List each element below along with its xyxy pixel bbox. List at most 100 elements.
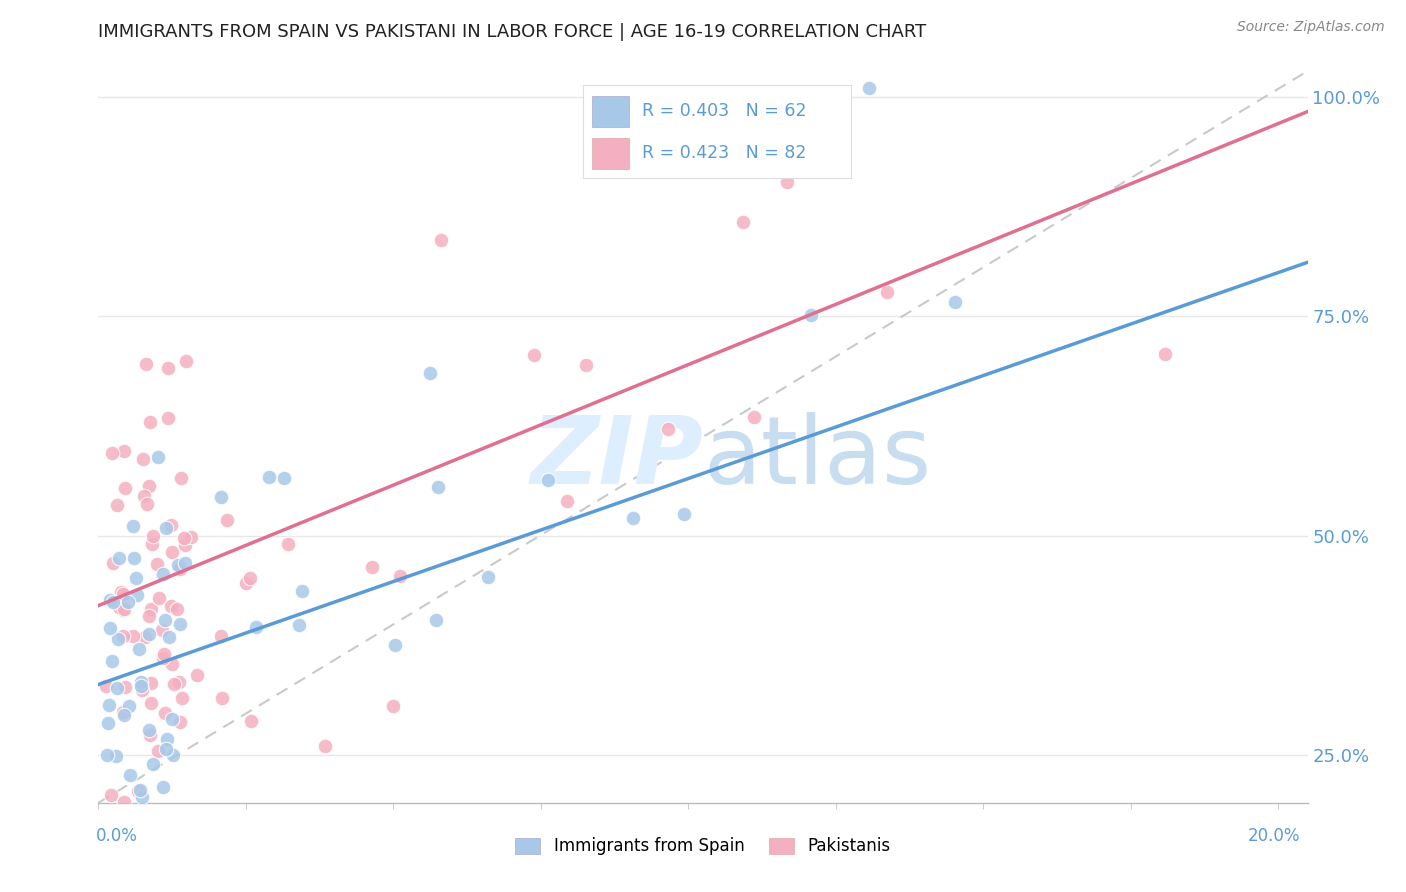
Point (288, 618, 311, 632)
Point (167, 558, 190, 573)
Point (118, 698, 141, 713)
Point (943, 295, 966, 310)
Point (122, 519, 145, 533)
Point (180, 531, 202, 545)
Point (117, 811, 139, 825)
Point (139, 602, 162, 616)
Point (174, 557, 197, 571)
Point (314, 739, 336, 754)
Point (382, 698, 405, 713)
Point (131, 682, 153, 697)
Point (162, 657, 184, 672)
Point (389, 569, 412, 583)
Point (120, 863, 142, 878)
Point (120, 768, 142, 782)
FancyBboxPatch shape (592, 138, 628, 169)
Point (134, 489, 156, 503)
Point (146, 744, 169, 758)
Point (163, 677, 186, 691)
Point (672, 508, 695, 522)
Point (138, 608, 160, 623)
Point (107, 632, 129, 647)
Point (277, 537, 299, 551)
Point (98, 621, 121, 635)
Point (125, 572, 148, 586)
Point (98, 593, 121, 607)
Point (1064, 0, 1087, 6)
Point (172, 691, 194, 706)
Point (94, 679, 117, 693)
Point (97, 716, 120, 731)
Point (148, 591, 170, 605)
Point (134, 630, 156, 644)
Point (209, 629, 232, 643)
Point (131, 452, 153, 467)
Point (169, 562, 191, 576)
Point (384, 639, 406, 653)
Text: ZIP: ZIP (530, 412, 703, 504)
Point (657, 421, 679, 435)
Point (155, 732, 177, 747)
Point (138, 478, 160, 492)
Point (112, 707, 135, 722)
Point (621, 510, 644, 524)
Point (150, 623, 173, 637)
Point (1153, 347, 1175, 361)
Point (211, 690, 233, 705)
Point (112, 602, 135, 616)
Point (141, 537, 163, 551)
Point (96, 747, 118, 762)
Point (235, 575, 257, 590)
Point (105, 498, 128, 512)
Point (162, 748, 184, 763)
Point (100, 788, 122, 802)
Point (139, 676, 162, 690)
Point (108, 551, 131, 566)
Point (160, 545, 183, 559)
Point (103, 595, 125, 609)
Point (112, 796, 135, 810)
Point (167, 674, 190, 689)
Point (160, 517, 183, 532)
Point (537, 473, 560, 487)
Point (136, 498, 159, 512)
Text: 20.0%: 20.0% (1249, 827, 1301, 845)
Point (257, 470, 280, 484)
Point (117, 595, 139, 609)
Point (523, 347, 546, 361)
FancyBboxPatch shape (592, 96, 628, 127)
Point (139, 729, 162, 743)
Point (477, 570, 499, 584)
Point (215, 513, 238, 527)
Point (153, 706, 176, 720)
Text: R = 0.403   N = 62: R = 0.403 N = 62 (643, 102, 807, 120)
Point (104, 749, 127, 764)
Text: IMMIGRANTS FROM SPAIN VS PAKISTANI IN LABOR FORCE | AGE 16-19 CORRELATION CHART: IMMIGRANTS FROM SPAIN VS PAKISTANI IN LA… (98, 23, 927, 41)
Point (142, 756, 165, 771)
Point (291, 584, 314, 599)
Point (138, 627, 160, 641)
Point (107, 599, 129, 614)
Point (153, 614, 176, 628)
Point (127, 784, 149, 798)
Point (105, 681, 128, 695)
Point (110, 585, 132, 599)
Point (131, 790, 153, 805)
Point (152, 567, 174, 582)
Point (425, 613, 447, 627)
Point (138, 415, 160, 429)
Point (128, 642, 150, 657)
Point (157, 630, 180, 644)
Point (101, 556, 124, 570)
Point (114, 481, 136, 495)
Point (166, 601, 188, 615)
Point (129, 679, 152, 693)
Legend: Immigrants from Spain, Pakistanis: Immigrants from Spain, Pakistanis (509, 830, 897, 862)
Point (557, 493, 579, 508)
Point (186, 668, 208, 682)
Point (112, 444, 135, 458)
Point (152, 780, 174, 794)
Point (240, 714, 263, 728)
Point (775, 176, 797, 190)
Point (146, 844, 169, 858)
